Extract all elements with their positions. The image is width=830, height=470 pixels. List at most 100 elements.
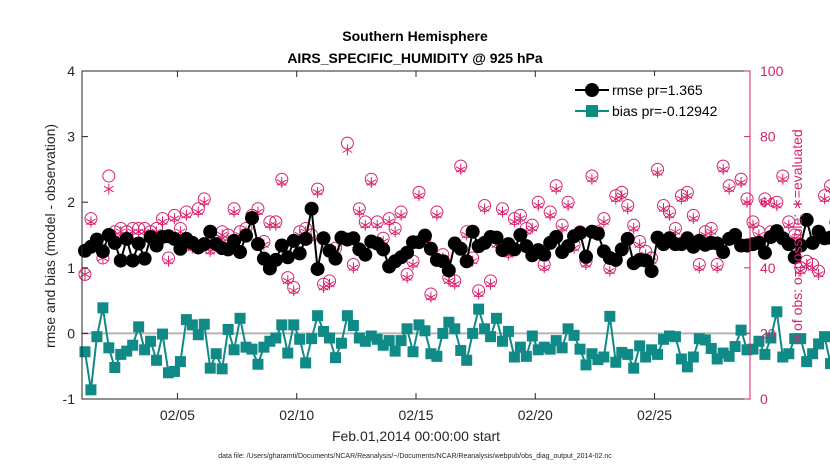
rmse-point bbox=[358, 247, 373, 262]
evaluated-point bbox=[199, 196, 210, 208]
rmse-point bbox=[423, 241, 438, 256]
y-axis-right-label: # of obs: o=possible; ∗=evaluated bbox=[789, 129, 805, 342]
bias-point bbox=[526, 330, 538, 342]
y-left-tick-label: 1 bbox=[67, 260, 75, 276]
evaluated-point bbox=[706, 226, 717, 238]
bias-point bbox=[675, 353, 687, 365]
rmse-point bbox=[316, 231, 331, 246]
evaluated-point bbox=[658, 203, 669, 215]
chart-title-line2: AIRS_SPECIFIC_HUMIDITY @ 925 hPa bbox=[287, 50, 543, 66]
evaluated-point bbox=[402, 272, 413, 284]
rmse-point bbox=[459, 254, 474, 269]
evaluated-point bbox=[342, 144, 353, 156]
x-tick-label: 02/05 bbox=[160, 407, 195, 423]
bias-point bbox=[640, 351, 652, 363]
y-right-tick-label: 100 bbox=[760, 63, 784, 79]
evaluated-point bbox=[682, 190, 693, 202]
evaluated-point bbox=[366, 177, 377, 188]
rmse-point bbox=[197, 237, 212, 252]
bias-point bbox=[359, 335, 371, 347]
bias-point bbox=[335, 337, 347, 349]
evaluated-point bbox=[724, 183, 735, 195]
rmse-point bbox=[346, 231, 361, 246]
y-left-tick-label: 0 bbox=[67, 325, 75, 341]
rmse-point bbox=[203, 224, 218, 239]
bias-point bbox=[622, 348, 634, 360]
bias-point bbox=[419, 325, 431, 337]
bias-point bbox=[222, 323, 234, 335]
evaluated-point bbox=[396, 209, 407, 221]
bias-point bbox=[91, 331, 103, 343]
bias-point bbox=[467, 327, 479, 339]
y-right-tick-label: 60 bbox=[760, 194, 776, 210]
bias-point bbox=[729, 341, 741, 353]
evaluated-point bbox=[425, 291, 436, 303]
rmse-point bbox=[131, 236, 146, 251]
evaluated-point bbox=[473, 288, 484, 300]
legend-bias-marker bbox=[586, 105, 598, 117]
evaluated-point bbox=[288, 285, 299, 297]
bias-point bbox=[658, 333, 670, 345]
rmse-point bbox=[590, 226, 605, 241]
evaluated-point bbox=[652, 167, 663, 179]
rmse-point bbox=[757, 245, 772, 260]
rmse-point bbox=[805, 235, 820, 250]
bias-point bbox=[186, 319, 198, 331]
bias-point bbox=[353, 332, 365, 344]
rmse-point bbox=[304, 201, 319, 216]
bias-point bbox=[341, 310, 353, 322]
bias-point bbox=[139, 344, 151, 356]
legend-box bbox=[573, 76, 745, 126]
rmse-point bbox=[728, 228, 743, 242]
bias-point bbox=[765, 332, 777, 344]
evaluated-point bbox=[479, 203, 490, 215]
rmse-point bbox=[286, 233, 301, 248]
bias-point bbox=[121, 345, 133, 357]
possible-point bbox=[824, 179, 830, 193]
bias-point bbox=[133, 321, 145, 333]
y-axis-left: -1 0 1 2 3 4 bbox=[63, 63, 88, 407]
bias-point bbox=[604, 310, 616, 322]
evaluated-point bbox=[431, 209, 442, 221]
rmse-point bbox=[787, 250, 802, 265]
bias-point bbox=[592, 354, 604, 366]
rmse-point bbox=[513, 228, 528, 242]
evaluated-point bbox=[557, 222, 568, 234]
y-right-tick-label: 20 bbox=[760, 325, 776, 341]
bias-point bbox=[699, 334, 711, 346]
bias-point bbox=[270, 332, 282, 344]
legend: rmse pr=1.365 bias pr=-0.12942 bbox=[573, 76, 745, 126]
rmse-point bbox=[608, 252, 623, 267]
evaluated-point bbox=[688, 213, 699, 225]
bias-point bbox=[437, 327, 449, 339]
bias-point bbox=[145, 335, 157, 347]
bias-point bbox=[538, 341, 550, 353]
bias-point bbox=[717, 347, 729, 359]
evaluated-point bbox=[777, 173, 788, 185]
evaluated-point bbox=[622, 203, 633, 215]
bias-point bbox=[425, 348, 437, 360]
bias-point bbox=[294, 333, 306, 345]
bias-point bbox=[240, 341, 252, 353]
evaluated-point bbox=[85, 216, 96, 228]
chart-title-line1: Southern Hemisphere bbox=[342, 28, 488, 44]
bias-point bbox=[508, 351, 520, 363]
bias-point bbox=[300, 357, 312, 369]
bias-point bbox=[628, 362, 640, 374]
bias-point bbox=[705, 342, 717, 354]
bias-point bbox=[801, 356, 813, 368]
rmse-point bbox=[573, 226, 588, 241]
rmse-point bbox=[268, 252, 283, 267]
rmse-point bbox=[376, 242, 391, 257]
rmse-point bbox=[638, 253, 653, 268]
evaluated-point bbox=[163, 255, 174, 267]
bias-point bbox=[395, 335, 407, 347]
evaluated-point bbox=[551, 183, 562, 195]
evaluated-point bbox=[348, 262, 359, 274]
bias-point bbox=[347, 320, 359, 332]
rmse-point bbox=[823, 230, 830, 245]
bias-point bbox=[449, 323, 461, 335]
bias-point bbox=[234, 312, 246, 324]
rmse-point bbox=[280, 250, 295, 265]
evaluated-point bbox=[515, 213, 526, 225]
